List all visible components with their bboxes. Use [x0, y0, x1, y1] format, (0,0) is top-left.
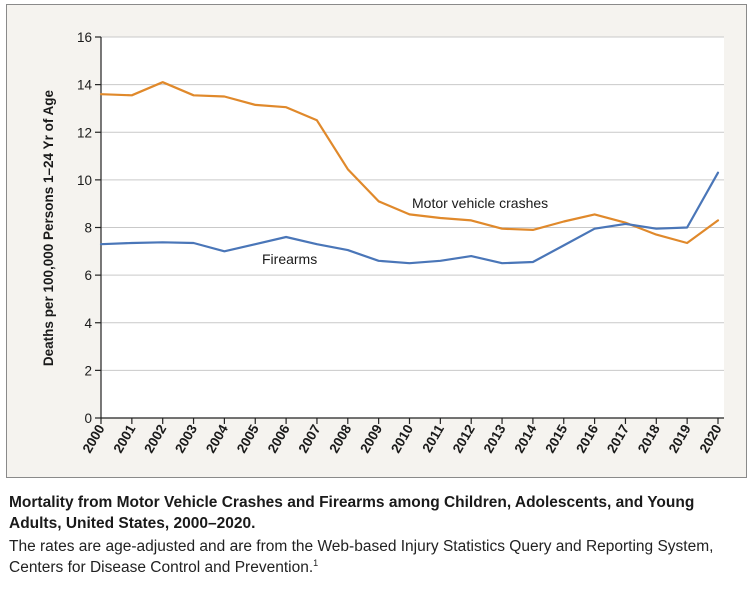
- x-tick-label: 2019: [666, 422, 694, 456]
- x-tick-label: 2007: [296, 422, 324, 456]
- y-tick-label: 14: [77, 78, 93, 93]
- x-tick-label: 2015: [542, 422, 570, 456]
- x-tick-label: 2008: [326, 422, 354, 456]
- y-tick-labels: 0 2 4 6 8 10 12 14 16: [77, 30, 93, 426]
- y-axis-title: Deaths per 100,000 Persons 1–24 Yr of Ag…: [41, 89, 56, 366]
- y-tick-label: 6: [84, 268, 92, 283]
- series-label-motor: Motor vehicle crashes: [412, 195, 548, 211]
- x-tick-label: 2020: [697, 422, 725, 456]
- x-tick-label: 2017: [604, 422, 632, 456]
- caption-body-text: The rates are age-adjusted and are from …: [9, 538, 714, 576]
- y-tick-label: 0: [84, 411, 92, 426]
- y-tick-label: 8: [84, 221, 92, 236]
- x-tick-label: 2002: [141, 422, 169, 456]
- y-tick-label: 4: [84, 316, 92, 331]
- caption-body: The rates are age-adjusted and are from …: [9, 536, 744, 578]
- x-tick-label: 2018: [635, 422, 663, 456]
- x-tick-label: 2001: [110, 422, 138, 456]
- x-tick-label: 2013: [481, 422, 509, 456]
- x-tick-label: 2004: [203, 422, 231, 456]
- y-tick-label: 10: [77, 173, 92, 188]
- x-tick-label: 2014: [511, 422, 539, 456]
- figure-caption: Mortality from Motor Vehicle Crashes and…: [9, 492, 744, 578]
- caption-reference: 1: [313, 557, 319, 568]
- series-label-firearms: Firearms: [262, 251, 317, 267]
- x-tick-labels: 2000 2001 2002 2003 2004 2005 2006 2007 2008 2009…: [80, 422, 725, 456]
- gridlines: [101, 36, 724, 371]
- x-tick-label: 2010: [388, 422, 416, 456]
- y-tick-label: 12: [77, 125, 92, 140]
- y-tick-label: 16: [77, 30, 92, 45]
- caption-title: Mortality from Motor Vehicle Crashes and…: [9, 494, 695, 532]
- axes: [95, 36, 724, 424]
- x-tick-label: 2005: [234, 422, 262, 456]
- x-tick-label: 2006: [265, 422, 293, 456]
- x-tick-label: 2011: [419, 422, 447, 455]
- x-tick-label: 2016: [573, 422, 601, 456]
- series-line-firearms: [99, 171, 720, 265]
- x-tick-label: 2009: [357, 422, 385, 456]
- x-tick-label: 2012: [450, 422, 478, 456]
- series-lines: [99, 81, 720, 265]
- x-tick-label: 2003: [172, 422, 200, 456]
- series-line-motor-vehicle: [99, 81, 720, 245]
- y-tick-label: 2: [84, 363, 92, 378]
- x-tick-label: 2000: [80, 422, 108, 456]
